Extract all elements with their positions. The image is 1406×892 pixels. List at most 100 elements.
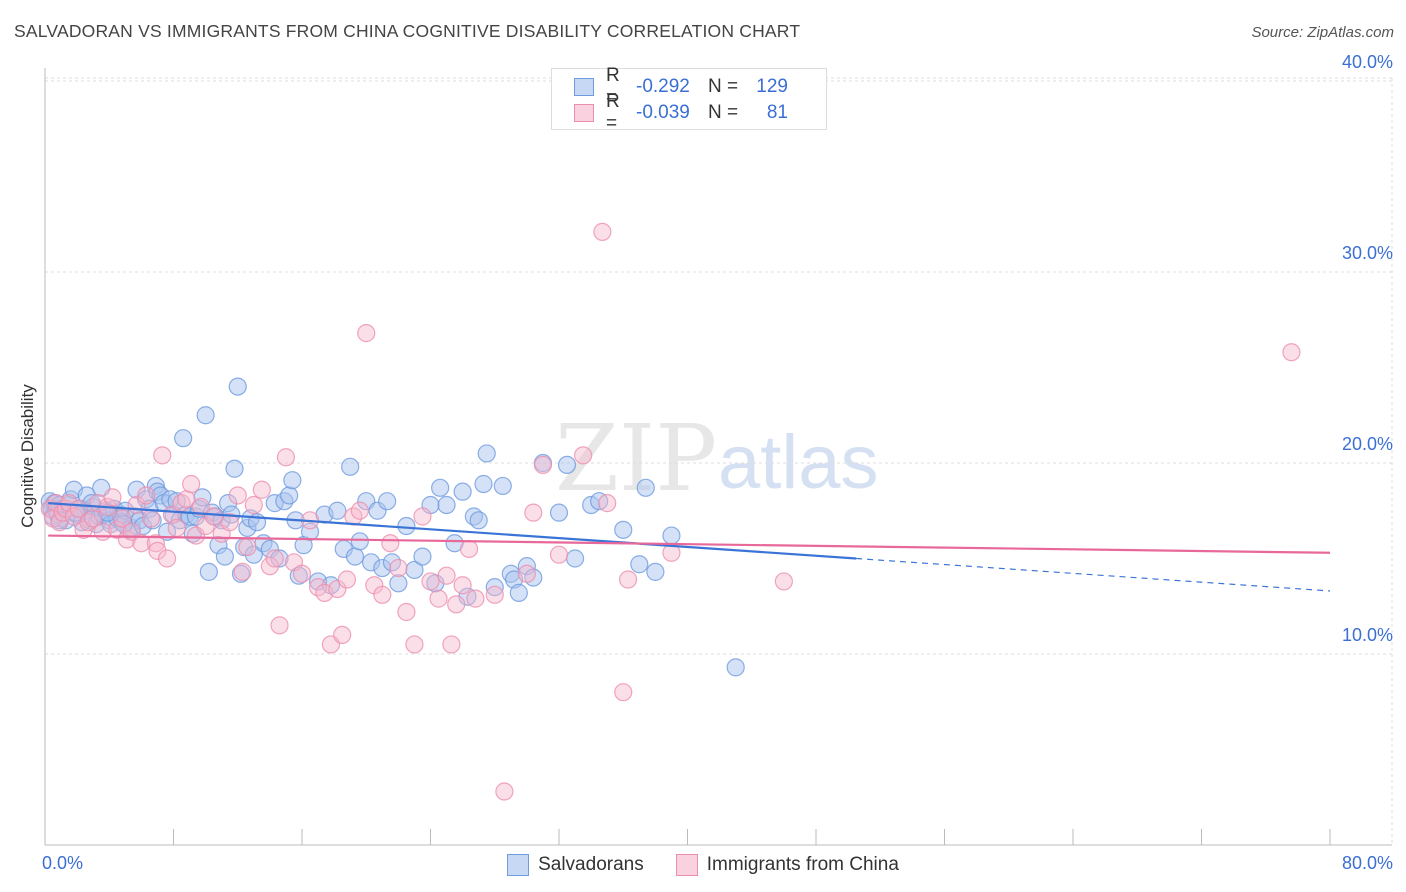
y-tick-label: 10.0% xyxy=(1342,625,1393,645)
immigrant-from-china-point xyxy=(265,549,284,568)
immigrant-from-china-point xyxy=(146,534,165,553)
salvadoran-point xyxy=(453,482,472,501)
immigrant-from-china-point xyxy=(186,526,206,545)
immigrant-from-china-point xyxy=(108,520,127,539)
salvadoran-point xyxy=(630,555,649,574)
salvadoran-point xyxy=(474,474,493,494)
immigrant-from-china-point xyxy=(328,579,347,599)
legend-row-immigrants-from-china: R = -0.039 N = 81 xyxy=(574,91,788,134)
salvadoran-point xyxy=(646,562,665,581)
salvadoran-point xyxy=(280,486,299,505)
legend-n-label: N = xyxy=(708,76,739,97)
immigrant-from-china-point xyxy=(357,324,376,343)
salvadoran-point xyxy=(341,457,360,476)
immigrant-from-china-point xyxy=(381,534,400,553)
salvadoran-point xyxy=(215,547,234,566)
immigrant-from-china-point xyxy=(549,545,569,564)
immigrant-from-china-point xyxy=(292,564,312,583)
immigrant-from-china-point xyxy=(148,541,167,560)
immigrant-from-china-point xyxy=(137,486,156,505)
legend-r-value: -0.292 xyxy=(636,76,690,97)
series-legend: Salvadorans Immigrants from China xyxy=(0,852,1406,878)
salvadorans-trend-line xyxy=(48,502,857,560)
immigrant-from-china-point xyxy=(244,495,263,515)
legend-label-immigrants-from-china: Immigrants from China xyxy=(706,854,899,875)
immigrant-from-china-point xyxy=(614,683,633,702)
immigrant-from-china-point xyxy=(618,570,638,589)
salvadoran-point xyxy=(726,658,745,677)
salvadoran-point xyxy=(378,492,397,511)
immigrant-from-china-point xyxy=(389,558,408,578)
immigrant-from-china-point xyxy=(598,494,617,513)
immigrant-from-china-point xyxy=(533,455,553,475)
immigrant-from-china-point xyxy=(397,602,416,622)
salvadoran-point xyxy=(397,516,416,536)
salvadoran-point xyxy=(196,406,215,425)
immigrant-from-china-point xyxy=(167,518,186,538)
immigrant-from-china-point xyxy=(191,497,210,517)
immigrant-from-china-point xyxy=(112,509,132,528)
salvadoran-point xyxy=(174,429,193,448)
chart-title: SALVADORAN VS IMMIGRANTS FROM CHINA COGN… xyxy=(14,21,801,41)
legend-label-salvadorans: Salvadorans xyxy=(538,854,644,875)
x-tick-label-min: 0.0% xyxy=(42,853,83,873)
immigrant-from-china-point xyxy=(1282,343,1301,362)
immigrant-from-china-point xyxy=(466,589,485,608)
salvadoran-point xyxy=(469,511,488,530)
immigrant-from-china-point xyxy=(485,585,504,604)
salvadoran-point xyxy=(565,549,585,568)
immigrant-from-china-point xyxy=(495,782,514,801)
salvadoran-point xyxy=(289,566,308,585)
salvadoran-point xyxy=(509,583,528,602)
immigrant-from-china-point xyxy=(270,616,289,635)
legend-swatch-pink xyxy=(675,854,698,876)
immigrant-from-china-point xyxy=(220,513,239,532)
immigrant-from-china-point xyxy=(437,566,456,585)
source-label: Source: ZipAtlas.com xyxy=(1251,24,1394,41)
immigrant-from-china-point xyxy=(453,576,472,595)
immigrant-from-china-point xyxy=(153,446,172,465)
immigrant-from-china-point xyxy=(252,480,271,499)
immigrant-from-china-point xyxy=(447,595,466,614)
legend-r-label: R = xyxy=(606,91,620,134)
salvadoran-point xyxy=(157,522,177,541)
immigrant-from-china-point xyxy=(421,572,440,591)
tick-labels: 10.0% 20.0% 30.0% 40.0% 0.0% 80.0% xyxy=(42,52,1393,873)
legend-r-label: R = xyxy=(606,65,620,108)
immigrants-from-china-points xyxy=(40,222,1301,801)
immigrant-from-china-point xyxy=(276,448,296,467)
legend-swatch-pink xyxy=(574,104,594,122)
legend-item-immigrants-from-china[interactable]: Immigrants from China xyxy=(675,854,899,876)
immigrant-from-china-point xyxy=(103,488,122,507)
immigrant-from-china-point xyxy=(204,507,223,526)
trend-lines xyxy=(48,502,1331,592)
salvadoran-point xyxy=(283,471,302,490)
immigrant-from-china-point xyxy=(429,589,448,608)
immigrant-from-china-point xyxy=(238,537,257,557)
salvadorans-trend-extension xyxy=(856,557,1331,592)
immigrant-from-china-point xyxy=(182,474,201,494)
immigrant-from-china-point xyxy=(413,507,432,526)
immigrant-from-china-point xyxy=(350,501,369,520)
immigrant-from-china-point xyxy=(774,572,793,591)
y-tick-label: 20.0% xyxy=(1342,434,1393,454)
salvadoran-point xyxy=(493,476,512,496)
legend-item-salvadorans[interactable]: Salvadorans xyxy=(507,854,644,876)
salvadoran-point xyxy=(437,495,456,515)
immigrant-from-china-point xyxy=(459,539,479,559)
salvadoran-point xyxy=(345,547,365,566)
salvadoran-point xyxy=(431,478,450,497)
salvadoran-point xyxy=(270,549,289,568)
salvadoran-point xyxy=(413,547,432,566)
legend-swatch-blue xyxy=(507,854,530,876)
salvadoran-point xyxy=(662,526,681,545)
immigrant-from-china-point xyxy=(593,222,612,241)
salvadoran-point xyxy=(193,488,212,507)
legend-r-value: -0.039 xyxy=(636,102,690,123)
immigrant-from-china-point xyxy=(442,635,461,654)
immigrant-from-china-point xyxy=(405,635,424,654)
y-tick-label: 30.0% xyxy=(1342,243,1393,263)
y-tick-label: 40.0% xyxy=(1342,52,1393,72)
salvadoran-point xyxy=(350,532,369,551)
